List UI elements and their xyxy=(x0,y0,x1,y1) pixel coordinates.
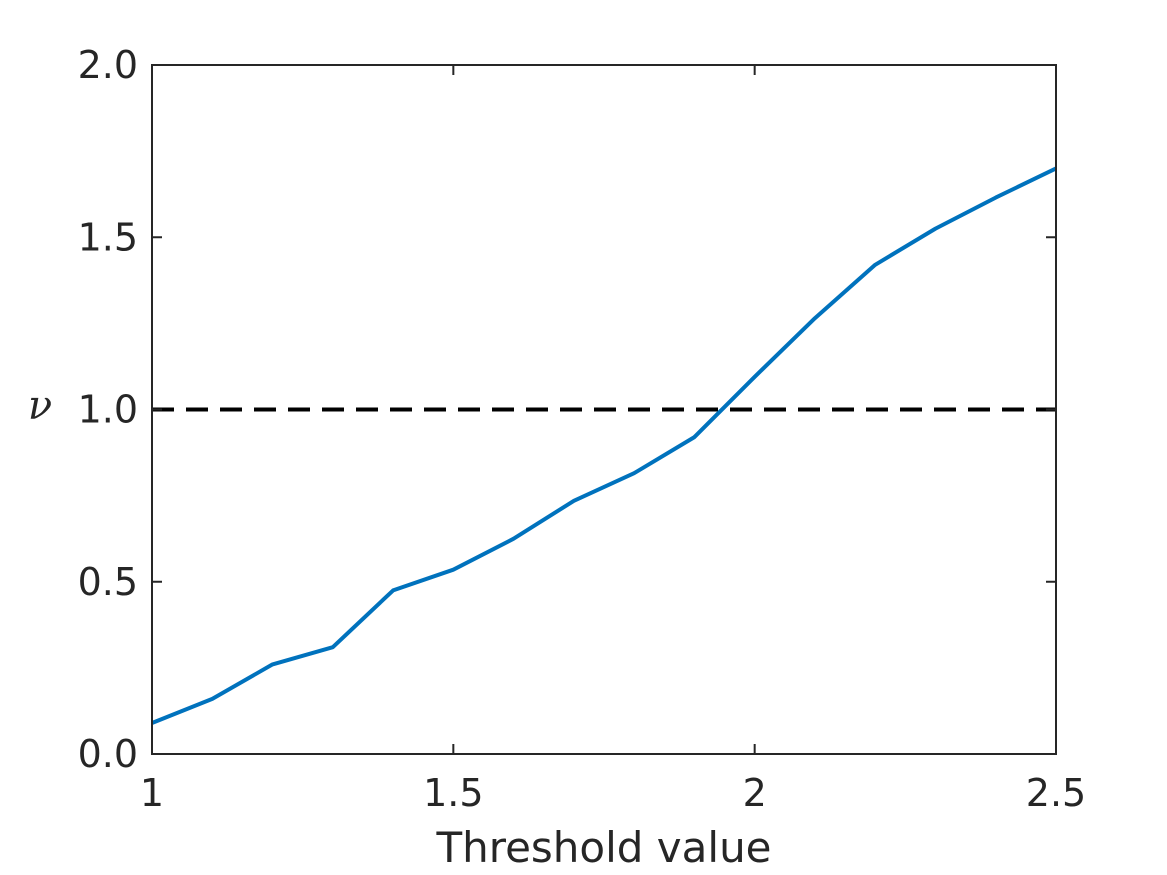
x-tick-label-0: 1 xyxy=(140,771,164,815)
y-tick-label-0: 0.0 xyxy=(78,732,138,776)
y-tick-label-3: 1.5 xyxy=(78,215,138,259)
plot-frame xyxy=(151,64,1057,755)
series-line-0 xyxy=(151,166,1057,725)
y-tick-label-4: 2.0 xyxy=(78,43,138,87)
x-axis-label: Threshold value xyxy=(435,823,771,872)
y-tick-label-1: 0.5 xyxy=(78,560,138,604)
y-tick-labels: 0.0 0.5 1.0 1.5 2.0 xyxy=(78,43,138,776)
x-tick-label-1: 1.5 xyxy=(423,771,483,815)
x-tick-label-2: 2 xyxy=(743,771,767,815)
x-tick-label-3: 2.5 xyxy=(1026,771,1086,815)
series-lines xyxy=(151,166,1057,725)
x-tick-labels: 1 1.5 2 2.5 xyxy=(140,771,1086,815)
y-axis-label: ν xyxy=(28,383,52,429)
y-tick-label-2: 1.0 xyxy=(78,388,138,432)
